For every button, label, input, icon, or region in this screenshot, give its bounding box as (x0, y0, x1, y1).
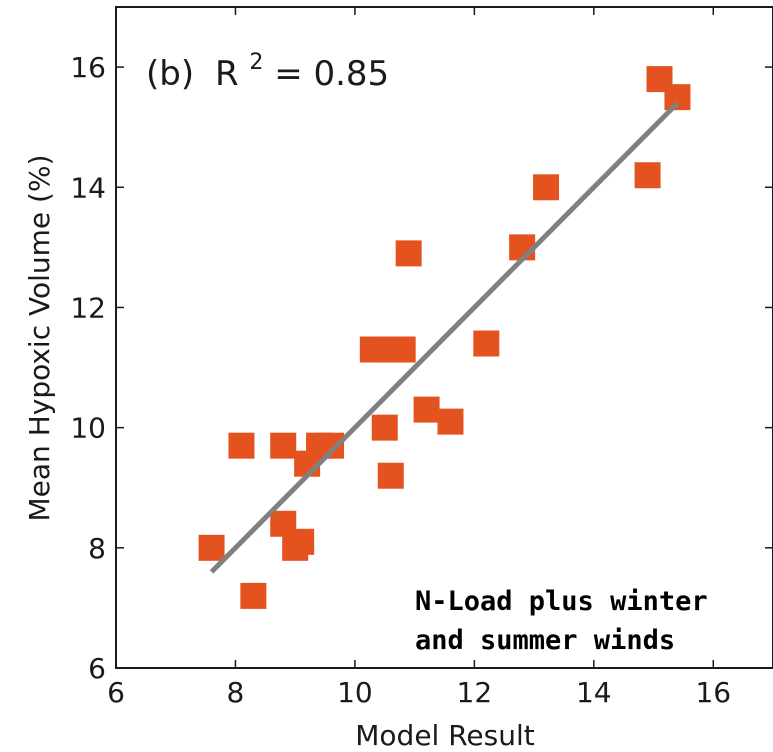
data-point (228, 432, 255, 459)
y-tick-label: 6 (88, 652, 106, 685)
x-tick-label: 10 (337, 676, 373, 709)
data-point (198, 534, 225, 561)
data-point (377, 462, 404, 489)
panel-label: (b) R 2 = 0.85 (146, 38, 389, 94)
data-points (198, 66, 691, 609)
data-point (371, 414, 398, 441)
data-point (437, 408, 464, 435)
x-tick-label: 8 (227, 676, 245, 709)
annotation-line-1: N-Load plus winter (415, 586, 708, 617)
x-axis-label: Model Result (355, 719, 535, 752)
y-tick-label: 14 (70, 171, 106, 204)
data-point (270, 432, 297, 459)
y-tick-label: 12 (70, 291, 106, 324)
panel-letter: (b) (146, 54, 194, 94)
y-tick-label: 8 (88, 532, 106, 565)
data-point (634, 162, 661, 189)
regression-line (209, 101, 680, 574)
x-tick-label: 12 (457, 676, 493, 709)
annotation-line-2: and summer winds (415, 625, 675, 656)
y-tick-label: 16 (70, 51, 106, 84)
axis-ticks: 6 8 10 12 14 16 6 8 10 12 14 16 (70, 7, 773, 709)
data-point (473, 330, 500, 357)
data-point (395, 240, 422, 267)
x-tick-label: 6 (107, 676, 125, 709)
r-squared-exponent: 2 (249, 50, 263, 75)
y-tick-label: 10 (70, 412, 106, 445)
x-tick-label: 14 (576, 676, 612, 709)
data-point (240, 582, 267, 609)
data-point (389, 336, 416, 363)
y-axis-label: Mean Hypoxic Volume (%) (23, 155, 56, 522)
data-point (533, 174, 560, 201)
r-squared-value: = 0.85 (274, 54, 389, 94)
data-point (413, 396, 440, 423)
r-squared-label: R (215, 54, 239, 94)
data-point (288, 528, 315, 555)
x-tick-label: 16 (695, 676, 731, 709)
